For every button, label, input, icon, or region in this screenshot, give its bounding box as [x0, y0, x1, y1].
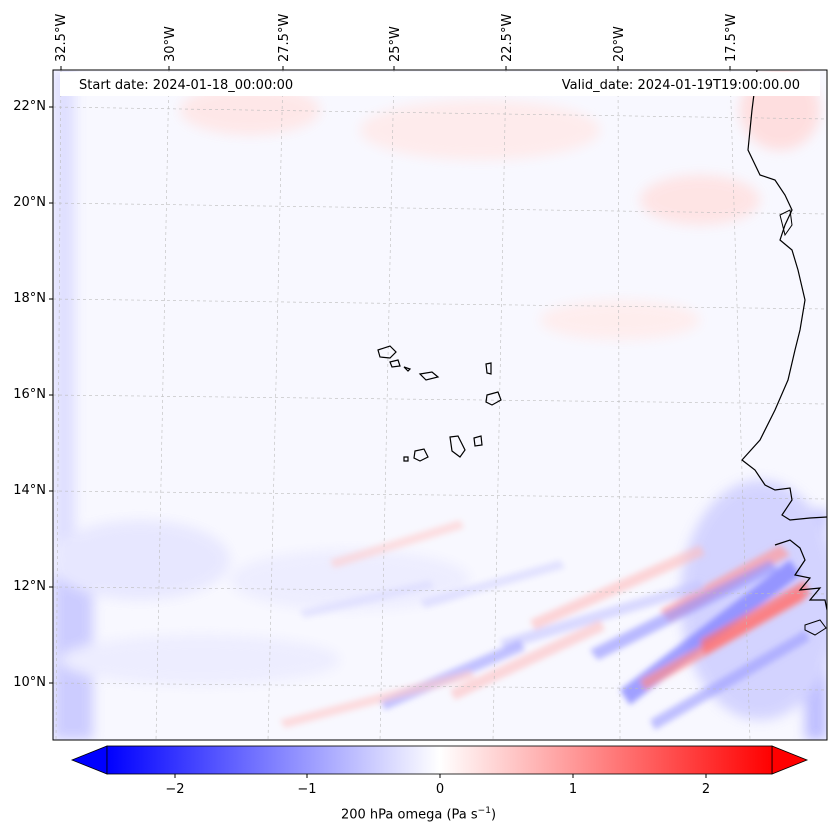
lat-label: 22°N — [13, 99, 46, 114]
lon-label: 27.5°W — [277, 13, 292, 62]
colorbar-label-suffix: ) — [490, 807, 497, 823]
lon-label: 32.5°W — [54, 13, 69, 62]
colorbar-tick-label: 0 — [435, 782, 445, 797]
colorbar-tick-label: 2 — [701, 782, 711, 797]
lat-label: 10°N — [13, 675, 46, 690]
colorbar-label-text: 200 hPa omega (Pa s — [340, 807, 478, 823]
colorbar-label: 200 hPa omega (Pa s−1) — [0, 806, 837, 822]
colorbar-max-extension — [771, 745, 809, 775]
lat-label: 16°N — [13, 387, 46, 402]
cape-verde-islands — [377, 345, 502, 462]
lon-label: 20°W — [612, 26, 627, 62]
start-date-label: Start date: 2024-01-18_00:00:00 — [79, 78, 294, 93]
lat-label: 18°N — [13, 291, 46, 306]
colorbar-tick-label: 1 — [568, 782, 578, 797]
lat-label: 12°N — [13, 579, 46, 594]
africa-coastline — [741, 70, 827, 521]
lon-label: 30°W — [163, 26, 178, 62]
colorbar-tick-label: −1 — [297, 782, 317, 797]
lon-label: 25°W — [388, 26, 403, 62]
lat-label: 20°N — [13, 195, 46, 210]
colorbar-gradient — [106, 745, 773, 775]
map-frame — [52, 69, 828, 741]
colorbar-tick-label: −2 — [165, 782, 185, 797]
colorbar-min-extension — [70, 745, 108, 775]
valid-date-label: Valid_date: 2024-01-19T19:00:00.00 — [561, 78, 800, 93]
omega-field — [53, 70, 827, 740]
lat-label: 14°N — [13, 483, 46, 498]
header-strip — [60, 72, 820, 96]
graticule — [53, 70, 827, 740]
lon-label: 17.5°W — [724, 13, 739, 62]
colorbar — [70, 745, 809, 778]
colorbar-label-exponent: −1 — [477, 806, 491, 816]
lon-label: 22.5°W — [500, 13, 515, 62]
